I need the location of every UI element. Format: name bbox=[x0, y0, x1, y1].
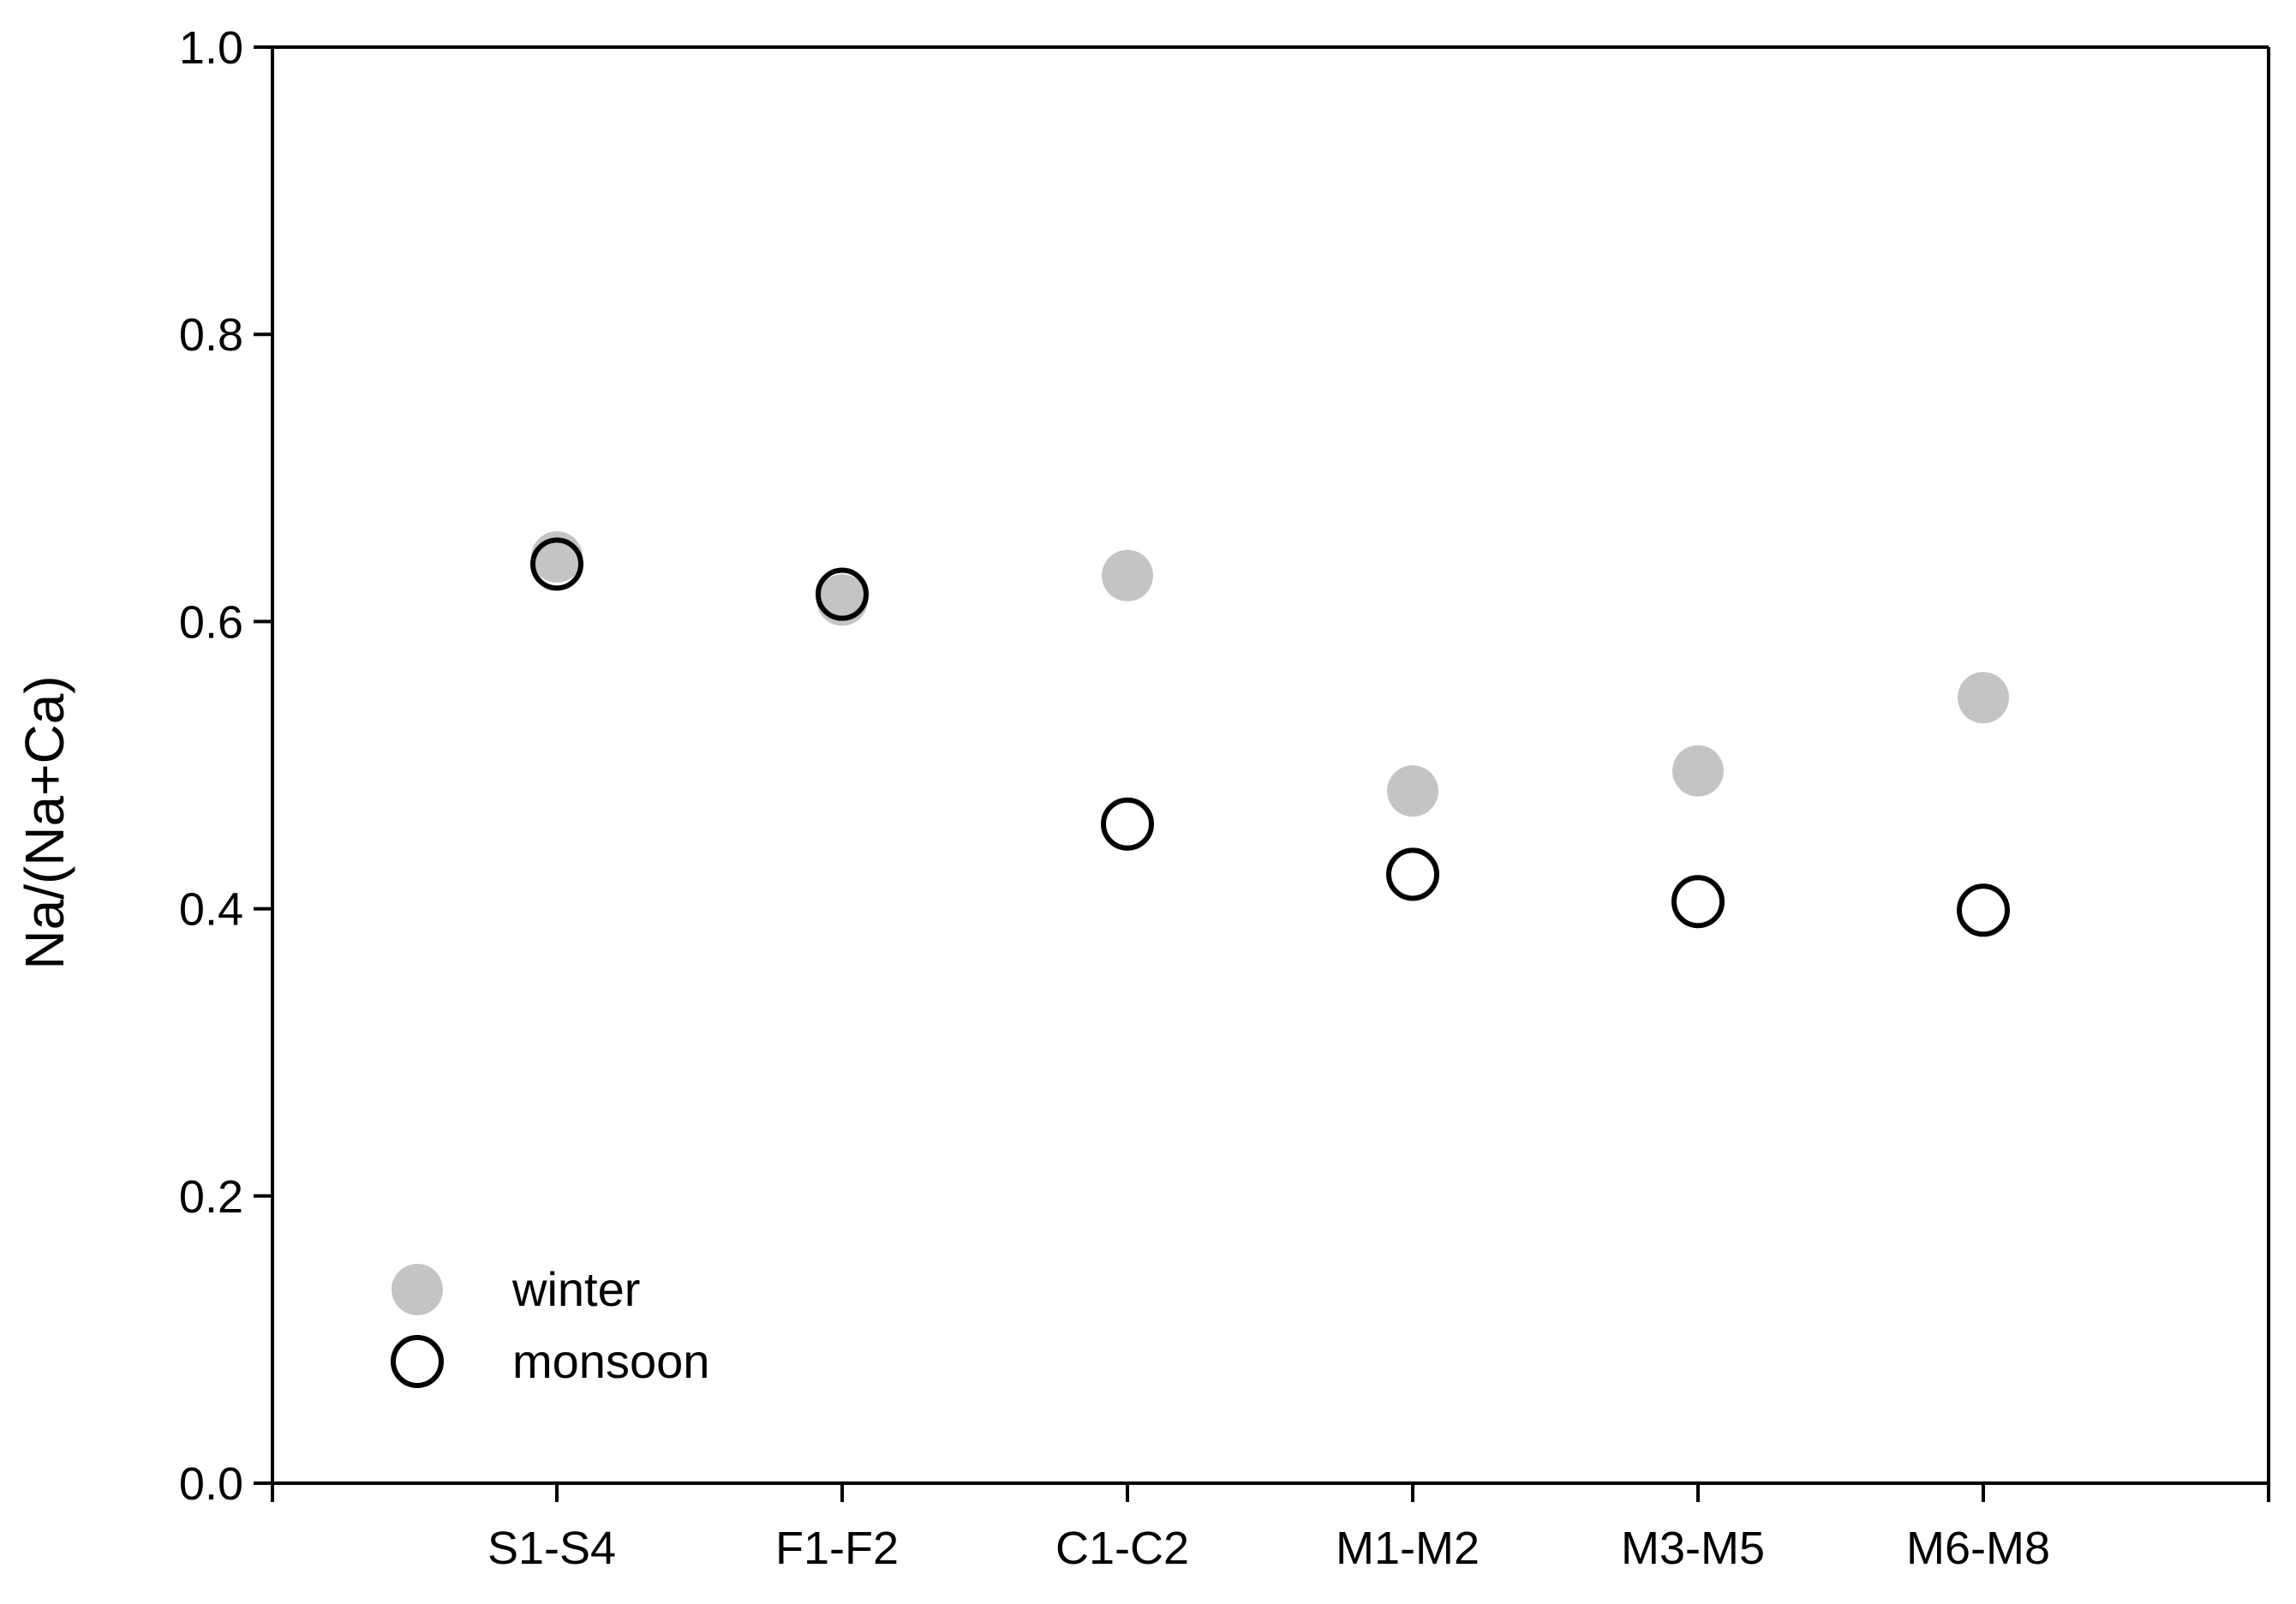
legend: winter monsoon bbox=[391, 1262, 709, 1388]
legend-label-monsoon: monsoon bbox=[512, 1334, 709, 1388]
x-tick-label: M3-M5 bbox=[1621, 1523, 1765, 1574]
x-tick-label: F1-F2 bbox=[775, 1523, 899, 1574]
monsoon-point bbox=[1957, 883, 2010, 937]
winter-point bbox=[1387, 765, 1438, 817]
y-axis: 0.0 0.2 0.4 0.6 0.8 1.0 bbox=[179, 22, 272, 1510]
data-points bbox=[530, 530, 2010, 937]
monsoon-point bbox=[1101, 797, 1154, 851]
x-tick-label: S1-S4 bbox=[487, 1523, 616, 1574]
y-tick-label: 0.8 bbox=[179, 309, 243, 361]
x-tick-label: C1-C2 bbox=[1055, 1523, 1189, 1574]
monsoon-point bbox=[1671, 875, 1725, 929]
y-axis-title: Na/(Na+Ca) bbox=[14, 675, 75, 969]
monsoon-point bbox=[816, 567, 869, 621]
x-tick-label: M1-M2 bbox=[1336, 1523, 1480, 1574]
legend-marker-monsoon bbox=[391, 1335, 444, 1388]
winter-point bbox=[1958, 672, 2009, 724]
y-tick-label: 0.4 bbox=[179, 884, 243, 936]
plot-frame bbox=[271, 45, 2270, 1485]
x-tick-label: M6-M8 bbox=[1906, 1523, 2050, 1574]
legend-marker-winter bbox=[392, 1264, 443, 1315]
y-tick-label: 0.6 bbox=[179, 596, 243, 648]
monsoon-point bbox=[1386, 847, 1439, 901]
winter-point bbox=[1672, 745, 1724, 797]
legend-label-winter: winter bbox=[511, 1262, 640, 1316]
monsoon-point bbox=[530, 537, 583, 591]
y-tick-label: 0.0 bbox=[179, 1458, 243, 1510]
y-tick-label: 1.0 bbox=[179, 22, 243, 74]
winter-point bbox=[1102, 549, 1153, 602]
y-tick-label: 0.2 bbox=[179, 1171, 243, 1223]
x-axis: S1-S4 F1-F2 C1-C2 M1-M2 M3-M5 M6-M8 bbox=[271, 1483, 2270, 1574]
